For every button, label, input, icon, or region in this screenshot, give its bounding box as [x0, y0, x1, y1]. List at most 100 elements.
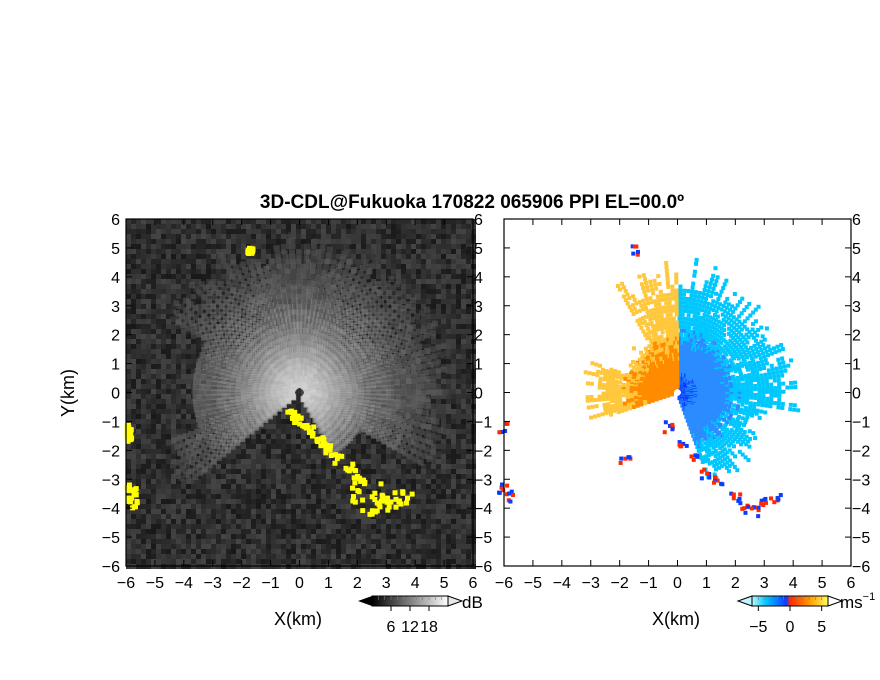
snr-noise-cell [286, 219, 291, 224]
snr-noise-cell [241, 224, 246, 229]
snr-noise-cell [391, 519, 396, 524]
snr-noise-cell [366, 439, 371, 444]
snr-noise-cell [421, 274, 426, 279]
snr-noise-cell [276, 494, 281, 499]
snr-noise-cell [291, 524, 296, 529]
snr-noise-cell [356, 459, 361, 464]
snr-noise-cell [151, 279, 156, 284]
snr-noise-cell [151, 554, 156, 559]
snr-noise-cell [306, 234, 311, 239]
snr-noise-cell [456, 379, 461, 384]
snr-noise-cell [321, 219, 326, 224]
snr-noise-cell [421, 254, 426, 259]
snr-noise-cell [361, 474, 366, 479]
snr-noise-cell [216, 274, 221, 279]
snr-noise-cell [146, 369, 151, 374]
snr-noise-cell [376, 449, 381, 454]
snr-noise-cell [411, 544, 416, 549]
snr-noise-cell [171, 509, 176, 514]
snr-noise-cell [231, 474, 236, 479]
snr-noise-cell [221, 509, 226, 514]
snr-noise-cell [151, 329, 156, 334]
snr-noise-cell [256, 544, 261, 549]
snr-noise-cell [391, 514, 396, 519]
snr-noise-cell [256, 244, 261, 249]
snr-noise-cell [446, 419, 451, 424]
snr-noise-cell [146, 519, 151, 524]
snr-noise-cell [351, 559, 356, 564]
snr-noise-cell [426, 474, 431, 479]
snr-noise-cell [381, 444, 386, 449]
snr-noise-cell [146, 539, 151, 544]
snr-noise-cell [291, 399, 296, 404]
snr-noise-cell [396, 259, 401, 264]
snr-noise-cell [421, 519, 426, 524]
snr-noise-cell [421, 219, 426, 224]
snr-noise-cell [321, 549, 326, 554]
snr-noise-cell [451, 479, 456, 484]
snr-noise-cell [441, 279, 446, 284]
snr-noise-cell [181, 269, 186, 274]
snr-noise-cell [236, 524, 241, 529]
snr-noise-cell [401, 309, 406, 314]
snr-noise-cell [221, 249, 226, 254]
snr-noise-cell [281, 549, 286, 554]
snr-noise-cell [321, 504, 326, 509]
snr-noise-cell [466, 254, 471, 259]
snr-noise-cell [136, 254, 141, 259]
snr-noise-cell [451, 259, 456, 264]
snr-noise-cell [316, 549, 321, 554]
snr-noise-cell [151, 434, 156, 439]
snr-noise-cell [156, 484, 161, 489]
snr-noise-cell [446, 304, 451, 309]
snr-noise-cell [411, 314, 416, 319]
snr-noise-cell [426, 229, 431, 234]
snr-noise-cell [286, 259, 291, 264]
snr-noise-cell [341, 519, 346, 524]
snr-noise-cell [421, 544, 426, 549]
snr-noise-cell [206, 219, 211, 224]
snr-noise-cell [401, 229, 406, 234]
snr-noise-cell [126, 544, 131, 549]
snr-noise-cell [131, 264, 136, 269]
snr-noise-cell [411, 239, 416, 244]
snr-noise-cell [181, 419, 186, 424]
snr-noise-cell [281, 559, 286, 564]
snr-noise-cell [191, 519, 196, 524]
snr-noise-cell [341, 479, 346, 484]
snr-noise-cell [201, 259, 206, 264]
snr-noise-cell [136, 469, 141, 474]
snr-noise-cell [301, 234, 306, 239]
snr-noise-cell [181, 239, 186, 244]
snr-noise-cell [171, 489, 176, 494]
snr-noise-cell [441, 249, 446, 254]
snr-noise-cell [436, 289, 441, 294]
snr-noise-cell [201, 494, 206, 499]
snr-noise-cell [221, 514, 226, 519]
snr-noise-cell [436, 274, 441, 279]
snr-noise-cell [191, 559, 196, 564]
snr-noise-cell [216, 244, 221, 249]
snr-noise-cell [206, 489, 211, 494]
snr-noise-cell [446, 399, 451, 404]
snr-noise-cell [176, 554, 181, 559]
snr-noise-cell [311, 219, 316, 224]
snr-noise-cell [341, 469, 346, 474]
snr-noise-cell [416, 524, 421, 529]
snr-noise-cell [131, 279, 136, 284]
snr-noise-cell [406, 294, 411, 299]
snr-noise-cell [196, 484, 201, 489]
snr-noise-cell [321, 484, 326, 489]
snr-noise-cell [176, 549, 181, 554]
snr-noise-cell [196, 559, 201, 564]
snr-noise-cell [136, 554, 141, 559]
snr-noise-cell [226, 249, 231, 254]
snr-noise-cell [456, 559, 461, 564]
snr-noise-cell [461, 534, 466, 539]
snr-noise-cell [281, 479, 286, 484]
snr-noise-cell [131, 554, 136, 559]
snr-noise-cell [446, 464, 451, 469]
snr-noise-cell [221, 239, 226, 244]
snr-noise-cell [416, 554, 421, 559]
snr-noise-cell [141, 269, 146, 274]
